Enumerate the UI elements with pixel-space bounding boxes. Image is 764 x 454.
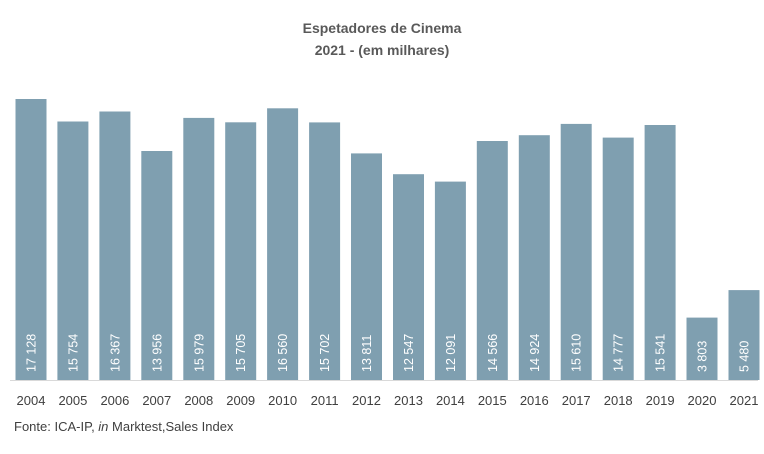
bar-2020	[686, 317, 718, 380]
bar-2005	[57, 121, 89, 380]
data-label-2017: 15 610	[570, 334, 584, 372]
x-tick-2016: 2016	[520, 393, 549, 408]
x-tick-2004: 2004	[17, 393, 46, 408]
source-italic: in	[98, 419, 109, 434]
chart-subtitle: 2021 - (em milhares)	[314, 42, 450, 58]
x-tick-2007: 2007	[142, 393, 171, 408]
data-label-2005: 15 754	[66, 334, 80, 372]
x-tick-2013: 2013	[394, 393, 423, 408]
x-tick-2018: 2018	[604, 393, 633, 408]
x-tick-2019: 2019	[646, 393, 675, 408]
bar-2014	[434, 181, 466, 380]
data-label-2010: 16 560	[276, 334, 290, 372]
x-tick-2017: 2017	[562, 393, 591, 408]
bar-2018	[602, 137, 634, 380]
bar-2009	[225, 122, 257, 381]
chart-title: Espetadores de Cinema	[302, 20, 462, 36]
x-tick-2008: 2008	[184, 393, 213, 408]
x-tick-2020: 2020	[688, 393, 717, 408]
bar-2019	[644, 125, 676, 380]
bar-2006	[99, 111, 131, 380]
bar-2015	[476, 141, 508, 380]
bar-2004	[15, 99, 47, 380]
source-prefix: Fonte: ICA-IP,	[14, 419, 99, 434]
x-tick-2006: 2006	[100, 393, 129, 408]
x-tick-2021: 2021	[730, 393, 759, 408]
data-label-2013: 12 547	[402, 334, 416, 372]
x-tick-2011: 2011	[311, 393, 339, 408]
data-label-2007: 13 956	[150, 334, 164, 372]
bars-group: 17 128 15 754 16 367 13 956 15 979 15 705 16 5…	[15, 99, 760, 381]
bar-2011	[309, 122, 341, 381]
x-tick-2015: 2015	[478, 393, 507, 408]
data-label-2020: 3 803	[696, 341, 710, 372]
bar-2021	[728, 290, 760, 380]
bar-2008	[183, 117, 215, 381]
data-label-2004: 17 128	[25, 334, 39, 372]
data-label-2019: 15 541	[654, 334, 668, 372]
x-tick-2012: 2012	[352, 393, 381, 408]
data-label-2012: 13 811	[360, 335, 374, 372]
data-label-2008: 15 979	[192, 334, 206, 372]
bar-2012	[351, 153, 382, 380]
x-tick-labels: 2004 2005 2006 2007 2008 2009 2010 2011 2012 2013…	[17, 393, 759, 408]
source-suffix: Marktest,Sales Index	[108, 419, 234, 434]
x-tick-2014: 2014	[436, 393, 465, 408]
bar-2016	[518, 135, 550, 380]
x-tick-2009: 2009	[226, 393, 255, 408]
bar-2010	[267, 108, 299, 381]
x-tick-2005: 2005	[58, 393, 87, 408]
data-label-2009: 15 705	[234, 334, 248, 372]
data-label-2015: 14 566	[486, 334, 500, 372]
data-label-2021: 5 480	[738, 341, 752, 372]
x-tick-2010: 2010	[268, 393, 297, 408]
data-label-2014: 12 091	[444, 334, 458, 372]
data-label-2016: 14 924	[528, 334, 542, 372]
bar-2013	[393, 174, 424, 380]
data-label-2006: 16 367	[108, 334, 122, 372]
bar-2017	[560, 123, 592, 381]
data-label-2018: 14 777	[612, 334, 626, 372]
data-label-2011: 15 702	[318, 334, 332, 372]
bar-2007	[141, 151, 173, 380]
source-note: Fonte: ICA-IP, in Marktest,Sales Index	[14, 419, 233, 434]
